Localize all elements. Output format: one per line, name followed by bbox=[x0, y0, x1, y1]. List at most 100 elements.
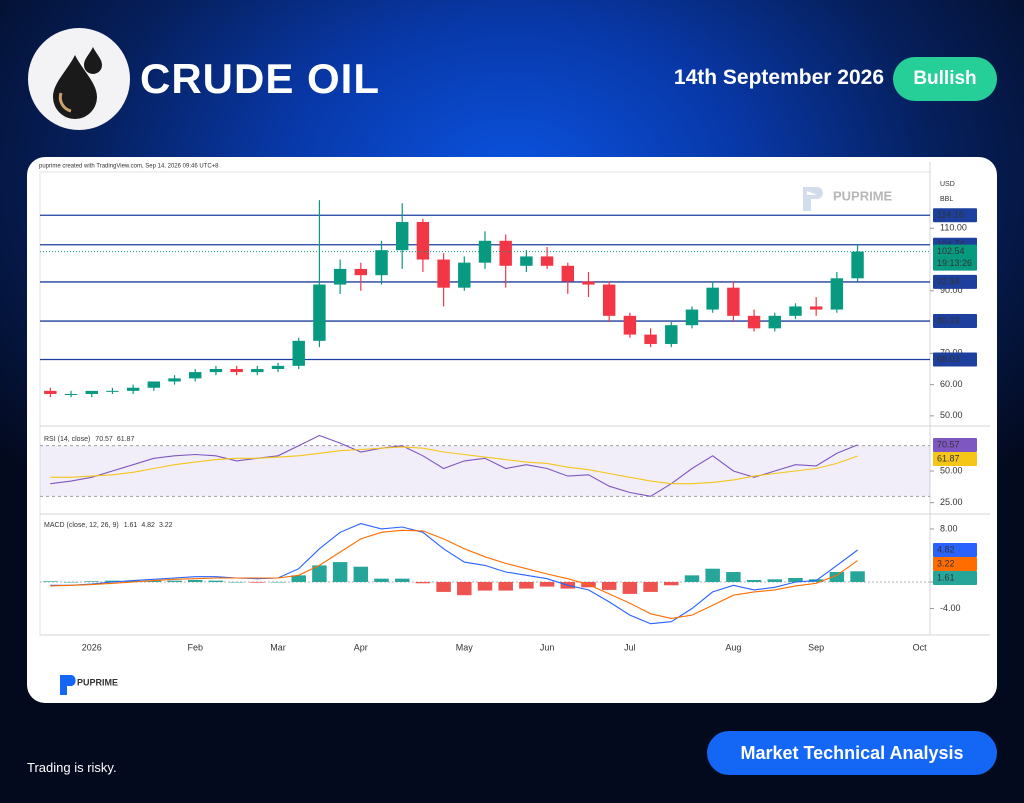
candle-body bbox=[561, 265, 574, 282]
candle-body bbox=[727, 287, 740, 316]
candle-body bbox=[271, 365, 285, 369]
candle-body bbox=[665, 325, 678, 344]
price-badge-label: 1.61 bbox=[937, 572, 955, 582]
series-line bbox=[50, 434, 858, 497]
y-tick-label: 25.00 bbox=[940, 497, 963, 507]
x-tick-label: Aug bbox=[725, 642, 741, 652]
histogram-bar bbox=[332, 562, 348, 582]
histogram-bar bbox=[146, 580, 162, 582]
candle-body bbox=[540, 256, 554, 266]
price-badge bbox=[933, 543, 977, 558]
y-tick-label: 50.00 bbox=[940, 465, 963, 475]
x-tick-label: Sep bbox=[808, 642, 824, 652]
y-tick-label: 110.00 bbox=[940, 223, 967, 233]
candle-body bbox=[396, 222, 409, 251]
histogram-bar bbox=[291, 575, 306, 582]
candle-body bbox=[209, 368, 223, 373]
x-tick-label: Oct bbox=[913, 642, 928, 652]
candle-body bbox=[520, 256, 533, 266]
histogram-bar bbox=[84, 581, 99, 582]
price-badge bbox=[933, 244, 977, 271]
price-badge bbox=[933, 314, 977, 329]
pane-value: 1.61 bbox=[124, 522, 138, 529]
histogram-bar bbox=[643, 581, 658, 592]
price-badge-label: 92.84 bbox=[937, 276, 960, 286]
price-badge-label: 114.16 bbox=[937, 210, 964, 220]
histogram-bar bbox=[270, 581, 286, 583]
histogram-bar bbox=[664, 581, 679, 586]
histogram-bar bbox=[767, 579, 783, 582]
histogram-bar bbox=[684, 575, 700, 582]
candle-body bbox=[292, 340, 305, 366]
histogram-bar bbox=[208, 580, 224, 582]
candle-body bbox=[416, 222, 430, 260]
x-tick-label: Feb bbox=[187, 642, 203, 652]
candle-body bbox=[354, 268, 368, 276]
price-badge-label: 102.54 bbox=[937, 246, 965, 256]
histogram-bar bbox=[746, 579, 762, 582]
histogram-bar bbox=[187, 579, 203, 582]
candle-body bbox=[333, 268, 347, 285]
candle-body bbox=[44, 390, 57, 394]
candle-body bbox=[499, 240, 512, 266]
candle-body bbox=[106, 390, 119, 392]
candle-body bbox=[768, 315, 781, 329]
footer-logo: PUPRIME bbox=[60, 675, 118, 695]
histogram-bar bbox=[726, 572, 741, 582]
histogram-bar bbox=[394, 578, 410, 582]
price-badge-label: 61.87 bbox=[937, 453, 960, 463]
histogram-bar bbox=[601, 581, 617, 590]
price-badge bbox=[933, 571, 977, 586]
histogram-bar bbox=[498, 581, 513, 591]
price-badge bbox=[933, 352, 977, 367]
pane-title: RSI (14, close) bbox=[44, 436, 90, 443]
candle-body bbox=[623, 315, 637, 335]
pane-value: 4.82 bbox=[141, 522, 155, 529]
y-tick-label: 8.00 bbox=[940, 523, 958, 533]
candle-body bbox=[747, 315, 761, 329]
candle-body bbox=[602, 284, 616, 316]
date: 14th September 2026 bbox=[673, 66, 884, 89]
sentiment-badge: Bullish bbox=[893, 57, 997, 101]
histogram-bar bbox=[415, 581, 431, 584]
histogram-bar bbox=[229, 581, 244, 583]
price-badge-label: 4.82 bbox=[937, 544, 955, 554]
price-badge bbox=[933, 451, 977, 466]
price-badge-label: 80.33 bbox=[937, 315, 960, 325]
candle-body bbox=[706, 287, 719, 310]
y-tick-label: 60.00 bbox=[940, 379, 963, 389]
histogram-bar bbox=[850, 571, 865, 582]
disclaimer: Trading is risky. bbox=[27, 760, 117, 775]
histogram-bar bbox=[167, 580, 182, 582]
histogram-bar bbox=[477, 581, 493, 591]
series-line bbox=[50, 529, 858, 619]
price-badge bbox=[933, 437, 977, 452]
candle-body bbox=[830, 278, 844, 310]
price-badge bbox=[933, 274, 977, 289]
candle-body bbox=[375, 250, 388, 276]
x-tick-label: 2026 bbox=[82, 642, 102, 652]
x-tick-label: Jun bbox=[540, 642, 555, 652]
histogram-bar bbox=[105, 580, 120, 582]
candle-body bbox=[809, 306, 823, 310]
price-badge bbox=[933, 208, 977, 223]
y-tick-label: 50.00 bbox=[940, 410, 963, 420]
histogram-bar bbox=[125, 580, 141, 582]
candle-body bbox=[789, 306, 802, 316]
price-badge-label: 104.74 bbox=[937, 239, 965, 249]
candle-body bbox=[458, 262, 471, 288]
chart-caption: puprime created with TradingView.com, Se… bbox=[39, 164, 219, 170]
title: CRUDE OIL bbox=[140, 55, 380, 102]
watermark: PUPRIME bbox=[803, 187, 893, 211]
histogram-bar bbox=[705, 568, 720, 582]
series-line bbox=[50, 523, 858, 625]
logo bbox=[28, 28, 130, 130]
candle-body bbox=[168, 378, 181, 382]
unit-label: USD bbox=[940, 181, 955, 188]
cta-button[interactable]: Market Technical Analysis bbox=[707, 731, 997, 775]
candle-body bbox=[251, 368, 264, 373]
candle-body bbox=[85, 390, 98, 394]
watermark-brand: PUPRIME bbox=[833, 188, 893, 203]
x-tick-label: Jul bbox=[624, 642, 636, 652]
histogram-bar bbox=[436, 581, 451, 592]
